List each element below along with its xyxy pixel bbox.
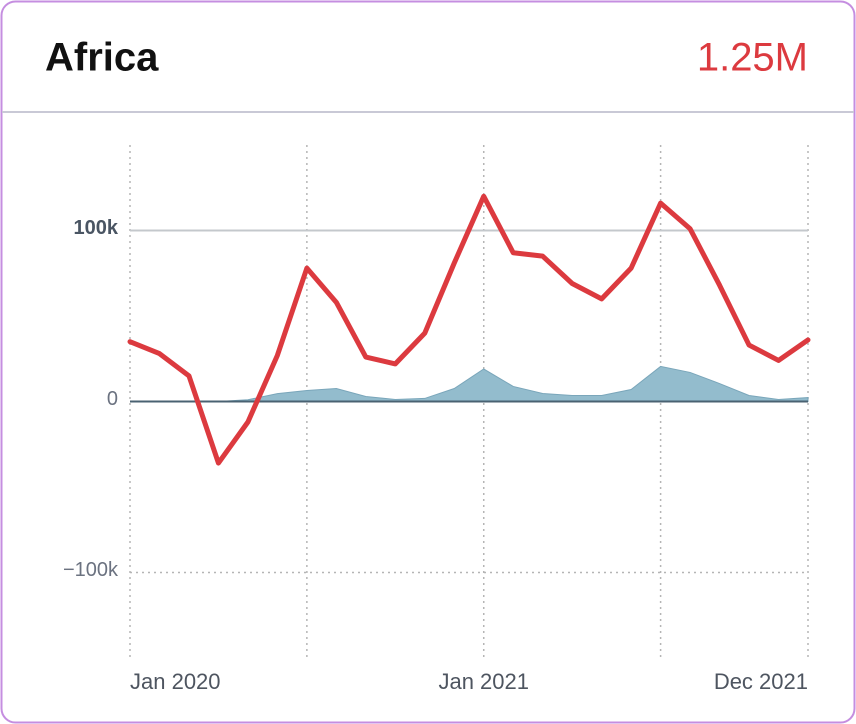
card-total: 1.25M	[697, 36, 808, 80]
x-tick-label: Dec 2021	[714, 669, 808, 694]
y-tick-label: 100k	[74, 217, 119, 239]
x-tick-label: Jan 2021	[438, 669, 529, 694]
line	[127, 193, 811, 466]
y-tick-label: −100k	[63, 559, 119, 581]
card-title: Africa	[45, 36, 159, 80]
area	[130, 365, 809, 402]
y-tick-label: 0	[107, 388, 118, 410]
x-tick-label: Jan 2020	[130, 669, 221, 694]
